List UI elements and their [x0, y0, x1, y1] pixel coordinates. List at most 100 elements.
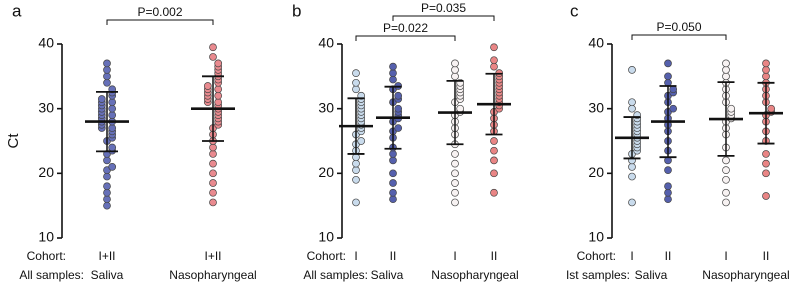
data-point [722, 59, 730, 68]
data-point [103, 172, 111, 181]
data-point [352, 175, 360, 184]
data-point [451, 179, 459, 187]
data-point [103, 195, 111, 204]
data-point [394, 124, 403, 132]
data-point [103, 182, 111, 191]
data-point [203, 82, 212, 90]
data-point [664, 59, 672, 68]
y-tick-label: 40 [38, 35, 54, 51]
data-point [209, 179, 217, 187]
data-point [451, 159, 459, 168]
data-point [352, 198, 360, 207]
data-point [108, 104, 117, 113]
data-point [762, 192, 770, 200]
data-point [456, 104, 465, 113]
data-point [451, 66, 459, 74]
comparison-bracket [392, 15, 495, 21]
data-point [628, 163, 636, 171]
data-point [727, 104, 736, 113]
y-axis-title: Ct [5, 133, 22, 149]
data-point [352, 166, 360, 174]
data-point [209, 188, 217, 197]
data-point [103, 201, 111, 210]
data-point [762, 159, 770, 168]
cohort-row-label: Cohort: [577, 249, 616, 263]
data-point [214, 91, 223, 100]
data-point [352, 85, 360, 94]
y-tick-label: 40 [588, 35, 604, 51]
data-point [722, 175, 730, 184]
panel-label: b [292, 1, 301, 20]
y-tick-label: 40 [318, 35, 334, 51]
data-point [389, 150, 397, 158]
data-point [722, 198, 730, 207]
cohort-label: I [630, 249, 633, 263]
data-point [108, 163, 117, 171]
data-point [628, 172, 636, 181]
data-point [628, 198, 636, 207]
data-point [209, 53, 217, 61]
comparison-label: P=0.050 [656, 20, 701, 34]
data-point [214, 98, 223, 107]
data-point [394, 104, 403, 113]
data-point [389, 75, 397, 84]
cohort-label: I+II [98, 249, 115, 263]
data-point [762, 150, 770, 158]
data-point [451, 198, 459, 207]
data-point [490, 62, 498, 71]
data-point [490, 169, 498, 178]
panel-label: c [570, 1, 579, 20]
comparison-bracket [355, 35, 456, 41]
sample-label: Nasopharyngeal [702, 268, 789, 282]
data-point [209, 198, 217, 207]
y-tick-label: 10 [588, 229, 604, 245]
cohort-label: II [665, 249, 672, 263]
data-point [664, 188, 672, 197]
data-point [209, 43, 217, 52]
data-point [103, 59, 111, 68]
data-point [490, 156, 498, 165]
data-point [762, 59, 770, 68]
y-tick-label: 30 [38, 99, 54, 115]
data-point [214, 85, 223, 94]
data-point [628, 66, 636, 74]
cohort-label: I [453, 249, 456, 263]
y-tick-label: 30 [318, 99, 334, 115]
data-point [490, 43, 498, 52]
data-point [722, 156, 730, 165]
sample-label: Saliva [371, 268, 404, 282]
data-point [103, 156, 111, 165]
data-point [389, 156, 397, 165]
data-point [97, 95, 106, 103]
data-point [664, 166, 672, 174]
data-point [108, 143, 117, 152]
comparison-label: P=0.002 [137, 5, 182, 19]
data-point [451, 169, 459, 178]
cohort-label: II [763, 249, 770, 263]
y-tick-label: 20 [38, 164, 54, 180]
data-point [389, 169, 397, 178]
data-point [209, 159, 217, 168]
data-point [722, 72, 730, 81]
data-point [722, 66, 730, 74]
data-point [209, 150, 217, 158]
data-point [389, 195, 397, 204]
data-point [352, 159, 360, 168]
y-tick-label: 20 [318, 164, 334, 180]
data-point [103, 66, 111, 74]
data-point [669, 104, 678, 113]
cohort-row-label: Cohort: [27, 249, 66, 263]
cohort-label: II [491, 249, 498, 263]
data-point [628, 104, 636, 113]
cohort-row-label: Cohort: [307, 249, 346, 263]
sample-row-label: Ist samples: [566, 268, 630, 282]
data-point [214, 59, 223, 68]
data-point [389, 62, 397, 71]
data-point [389, 69, 397, 77]
data-point [451, 59, 459, 68]
sample-row-label: All samples: [19, 268, 84, 282]
y-tick-label: 10 [38, 229, 54, 245]
y-tick-label: 30 [588, 99, 604, 115]
data-point [451, 188, 459, 197]
data-point [451, 72, 459, 81]
